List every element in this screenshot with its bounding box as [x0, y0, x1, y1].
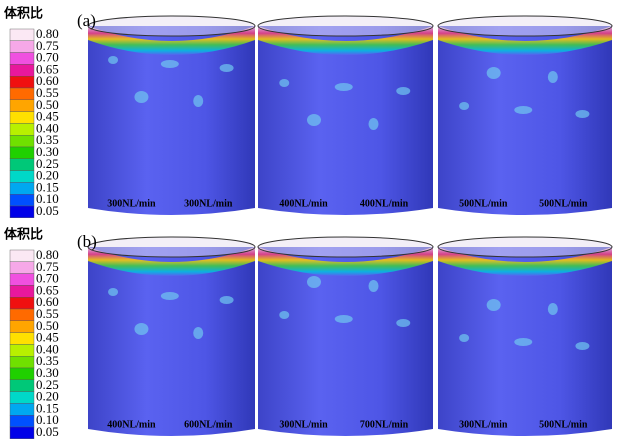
legend-swatch [10, 159, 34, 171]
flow-label: 500NL/min [459, 198, 508, 209]
cylinder-rim [438, 16, 612, 36]
legend-swatch [10, 64, 34, 76]
flow-label: 500NL/min [539, 198, 588, 209]
legend-swatch [10, 76, 34, 88]
legend-swatch [10, 123, 34, 135]
cylinder-rim [88, 16, 255, 36]
bubble [161, 292, 179, 300]
bubble [369, 118, 379, 130]
legend-swatch [10, 297, 34, 309]
legend-swatch [10, 171, 34, 183]
legend-swatch [10, 321, 34, 333]
legend-swatch [10, 147, 34, 159]
legend-swatch [10, 88, 34, 100]
legend-swatch [10, 403, 34, 415]
legend-label: 0.05 [36, 203, 59, 218]
legend-swatch [10, 309, 34, 321]
panel: 300NL/min 300NL/min 400NL/min 400NL/min 500N… [4, 6, 612, 218]
legend-swatch [10, 112, 34, 124]
flow-label: 300NL/min [107, 198, 156, 209]
legend-swatch [10, 392, 34, 404]
flow-label: 300NL/min [459, 419, 508, 430]
bubble [514, 106, 532, 114]
legend-swatch [10, 262, 34, 274]
bubble [161, 60, 179, 68]
bubble [108, 288, 118, 296]
bubble [193, 327, 203, 339]
legend-swatch [10, 368, 34, 380]
bubble [575, 110, 589, 118]
bubble [108, 56, 118, 64]
bubble [220, 296, 234, 304]
legend-swatch [10, 41, 34, 53]
cylinder-rim [258, 16, 433, 36]
legend-title: 体积比 [4, 6, 43, 22]
legend-title: 体积比 [4, 227, 43, 243]
legend-swatch [10, 285, 34, 297]
bubble [487, 299, 501, 311]
flow-label: 400NL/min [360, 198, 409, 209]
legend-swatch [10, 427, 34, 439]
bubble [514, 338, 532, 346]
bubble [459, 334, 469, 342]
legend-swatch [10, 29, 34, 41]
legend-swatch [10, 415, 34, 427]
panel-label: (b) [77, 232, 97, 251]
flow-label: 500NL/min [539, 419, 588, 430]
bubble [575, 342, 589, 350]
bubble [548, 303, 558, 315]
legend-swatch [10, 53, 34, 65]
flow-label: 300NL/min [184, 198, 233, 209]
bubble [307, 276, 321, 288]
legend-swatch [10, 344, 34, 356]
legend-swatch [10, 206, 34, 218]
bubble [279, 79, 289, 87]
legend-swatch [10, 100, 34, 112]
legend-swatch [10, 356, 34, 368]
flow-label: 600NL/min [184, 419, 233, 430]
flow-label: 300NL/min [279, 419, 328, 430]
panel: 400NL/min 600NL/min 300NL/min 700NL/min 300N… [4, 227, 612, 439]
bubble [134, 91, 148, 103]
figure: 300NL/min 300NL/min 400NL/min 400NL/min 500N… [0, 0, 618, 442]
legend-swatch [10, 250, 34, 262]
bubble [396, 87, 410, 95]
bubble [307, 114, 321, 126]
bubble [396, 319, 410, 327]
legend-swatch [10, 194, 34, 206]
flow-label: 400NL/min [279, 198, 328, 209]
cylinder-rim [88, 237, 255, 257]
bubble [335, 315, 353, 323]
bubble [369, 280, 379, 292]
legend-swatch [10, 274, 34, 286]
bubble [487, 67, 501, 79]
flow-label: 700NL/min [360, 419, 409, 430]
bubble [335, 83, 353, 91]
legend-swatch [10, 135, 34, 147]
panel-label: (a) [77, 11, 96, 30]
legend-swatch [10, 182, 34, 194]
flow-label: 400NL/min [107, 419, 156, 430]
bubble [134, 323, 148, 335]
legend-label: 0.05 [36, 424, 59, 439]
bubble [548, 71, 558, 83]
bubble [220, 64, 234, 72]
bubble [279, 311, 289, 319]
bubble [193, 95, 203, 107]
bubble [459, 102, 469, 110]
legend-swatch [10, 333, 34, 345]
cylinder-rim [438, 237, 612, 257]
legend-swatch [10, 380, 34, 392]
cylinder-rim [258, 237, 433, 257]
